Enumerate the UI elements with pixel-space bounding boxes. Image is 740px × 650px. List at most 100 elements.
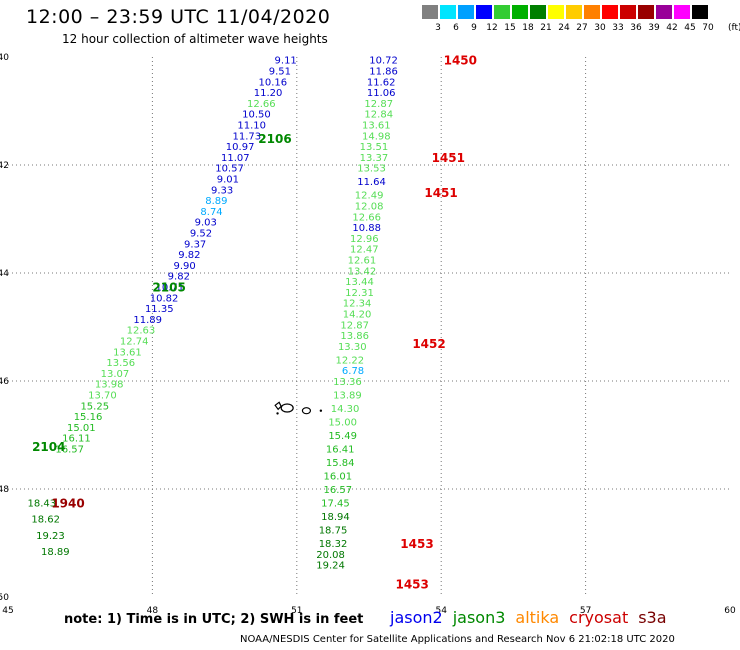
wave-height-label: 13.42: [348, 266, 377, 277]
wave-height-label: 8.89: [205, 196, 227, 207]
x-tick-label: 54: [435, 606, 447, 616]
color-swatch: [530, 5, 546, 19]
wave-height-label: 16.57: [324, 485, 353, 496]
wave-height-label: 13.30: [338, 342, 367, 353]
wave-height-label: 9.11: [275, 56, 297, 67]
color-swatch: [656, 5, 672, 19]
wave-height-label: 15.01: [67, 423, 96, 434]
color-scale-unit: (ft): [728, 23, 740, 33]
satellite-legend: jason2 jason3 altika cryosat s3a: [390, 608, 677, 627]
satellite-legend-item: jason3: [452, 608, 506, 627]
data-labels: 9.119.5110.1611.2012.6610.5011.1011.7310…: [27, 56, 397, 572]
wave-height-label: 12.84: [364, 110, 393, 121]
color-swatch-label: 24: [558, 23, 570, 33]
color-swatch-label: 70: [702, 23, 714, 33]
color-swatch: [548, 5, 564, 19]
wave-height-label: 13.56: [106, 358, 135, 369]
color-swatch: [476, 5, 492, 19]
color-swatch-label: 27: [576, 23, 588, 33]
wave-height-label: 16.01: [324, 472, 353, 483]
color-swatch: [566, 5, 582, 19]
wave-height-label: 12.31: [345, 288, 374, 299]
wave-height-label: 12.61: [348, 256, 377, 267]
wave-height-label: 14.98: [362, 131, 391, 142]
wave-height-label: 12.47: [350, 245, 379, 256]
wave-height-label: 11.86: [369, 67, 398, 78]
time-label: 1453: [395, 578, 428, 592]
wave-height-label: 13.07: [101, 369, 130, 380]
color-swatch: [692, 5, 708, 19]
grid-lines: [8, 57, 730, 597]
y-tick-label: -46: [0, 377, 9, 387]
wave-height-label: 11.20: [254, 88, 283, 99]
footer-credit: NOAA/NESDIS Center for Satellite Applica…: [240, 634, 675, 645]
wave-height-label: 16.57: [55, 445, 84, 456]
wave-height-label: 9.82: [178, 250, 200, 261]
color-swatch-label: 3: [435, 23, 441, 33]
wave-height-label: 18.89: [41, 547, 70, 558]
wave-height-label: 10.57: [215, 164, 244, 175]
wave-height-label: 18.62: [31, 515, 60, 526]
time-label: 1452: [412, 337, 445, 351]
color-swatch: [620, 5, 636, 19]
color-swatch-label: 33: [612, 23, 624, 33]
wave-height-label: 9.51: [269, 67, 291, 78]
wave-height-label: 13.89: [333, 391, 362, 402]
color-swatch: [674, 5, 690, 19]
wave-height-label: 12.87: [340, 320, 369, 331]
wave-height-label: 12.34: [343, 299, 372, 310]
wave-height-label: 12.08: [355, 202, 384, 213]
island-outline: [274, 401, 282, 411]
wave-height-label: 16.11: [62, 434, 91, 445]
wave-height-label: 6.78: [342, 366, 364, 377]
island-outline: [301, 407, 312, 415]
time-label: 1451: [432, 151, 465, 165]
y-tick-label: -48: [0, 485, 9, 495]
wave-height-label: 12.49: [355, 191, 384, 202]
wave-height-label: 10.72: [369, 56, 398, 67]
wave-height-label: 11.07: [221, 153, 250, 164]
wave-height-label: 9.01: [217, 175, 239, 186]
wave-height-label: 12.22: [336, 355, 365, 366]
color-swatch: [458, 5, 474, 19]
wave-height-label: 13.61: [113, 347, 142, 358]
x-tick-label: 57: [580, 606, 591, 616]
wave-height-label: 17.45: [321, 499, 350, 510]
wave-height-label: 13.86: [340, 331, 369, 342]
wave-height-label: 15.00: [328, 418, 357, 429]
wave-height-label: 18.43: [27, 499, 56, 510]
island-outline: [276, 412, 279, 415]
y-tick-label: -40: [0, 53, 9, 63]
color-swatch-label: 18: [522, 23, 534, 33]
wave-height-label: 18.32: [319, 539, 348, 550]
wave-height-label: 11.62: [367, 77, 396, 88]
wave-height-label: 19.23: [36, 531, 65, 542]
chart-title: 12:00 – 23:59 UTC 11/04/2020: [26, 6, 331, 28]
wave-height-label: 12.66: [352, 212, 381, 223]
wave-height-label: 18.75: [319, 526, 348, 537]
wave-height-label: 9.03: [195, 218, 217, 229]
wave-height-label: 9.90: [173, 261, 195, 272]
color-swatch-label: 6: [453, 23, 459, 33]
time-label: 1940: [51, 497, 84, 511]
satellite-legend-item: altika: [515, 608, 560, 627]
wave-height-label: 10.71: [156, 283, 185, 294]
wave-height-label: 9.82: [168, 272, 190, 283]
chart-subtitle: 12 hour collection of altimeter wave hei…: [62, 32, 328, 46]
color-swatch-label: 30: [594, 23, 606, 33]
wave-height-label: 8.74: [200, 207, 222, 218]
color-swatch: [602, 5, 618, 19]
wave-height-label: 11.06: [367, 88, 396, 99]
wave-height-label: 12.66: [247, 99, 276, 110]
island-outlines: [274, 401, 323, 415]
color-swatch-label: 15: [504, 23, 516, 33]
x-tick-label: 48: [147, 606, 159, 616]
island-outline: [280, 403, 294, 413]
time-label: 2104: [32, 440, 65, 454]
time-labels: 2106 2105 2104 1940 1450 1451 1451 1452 1453 1453: [32, 54, 477, 592]
wave-height-label: 13.61: [362, 121, 391, 132]
wave-height-label: 13.98: [95, 380, 124, 391]
wave-height-label: 15.49: [328, 431, 357, 442]
